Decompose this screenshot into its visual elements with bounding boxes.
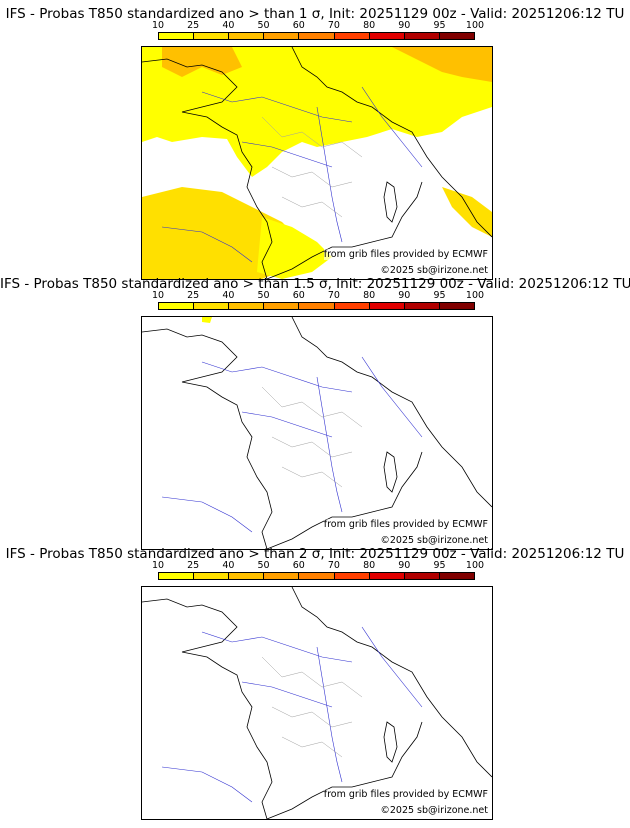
colorbar-tick: 95 xyxy=(433,20,446,31)
colorbar xyxy=(158,32,475,40)
colorbar-tick: 70 xyxy=(327,20,340,31)
data-credit: from grib files provided by ECMWF xyxy=(323,789,488,800)
colorbar-tick: 10 xyxy=(151,290,165,301)
admin-borders xyxy=(261,116,363,218)
colorbar-segment xyxy=(299,33,335,39)
colorbar-tick: 10 xyxy=(151,20,165,31)
rivers xyxy=(161,626,423,803)
coastlines xyxy=(142,317,492,549)
colorbar-segment xyxy=(369,33,405,39)
colorbar-tick: 40 xyxy=(222,560,235,571)
copyright: ©2025 sb@irizone.net xyxy=(380,535,488,546)
colorbar-segment xyxy=(159,573,195,579)
colorbar-segment xyxy=(264,573,300,579)
colorbar-segment xyxy=(299,573,335,579)
colorbar-tick: 80 xyxy=(363,560,376,571)
colorbar-segment xyxy=(439,33,474,39)
colorbar-tick: 70 xyxy=(327,560,340,571)
colorbar-segment xyxy=(369,303,405,309)
map-graphic xyxy=(142,587,492,819)
colorbar-segment xyxy=(334,303,370,309)
panel-title: IFS - Probas T850 standardized ano > tha… xyxy=(0,276,630,292)
rivers xyxy=(161,356,423,533)
admin-borders xyxy=(261,386,363,488)
colorbar-tick: 60 xyxy=(292,560,305,571)
colorbar-ticks: 10 25 40 50 60 70 80 90 95 100 xyxy=(152,560,484,571)
copyright: ©2025 sb@irizone.net xyxy=(380,805,488,816)
colorbar-tick: 100 xyxy=(465,560,485,571)
colorbar-segment xyxy=(299,303,335,309)
colorbar-tick: 40 xyxy=(222,20,235,31)
colorbar-segment xyxy=(229,33,265,39)
colorbar-segment xyxy=(404,33,440,39)
colorbar-tick: 25 xyxy=(187,20,200,31)
colorbar-tick: 80 xyxy=(363,20,376,31)
data-credit: from grib files provided by ECMWF xyxy=(323,249,488,260)
map-panel-1: IFS - Probas T850 standardized ano > tha… xyxy=(0,6,630,280)
colorbar-tick: 25 xyxy=(187,560,200,571)
colorbar-segment xyxy=(439,573,474,579)
rivers xyxy=(161,86,423,263)
map-graphic xyxy=(142,317,492,549)
colorbar-tick: 25 xyxy=(187,290,200,301)
colorbar-segment xyxy=(439,303,474,309)
colorbar-segment xyxy=(229,303,265,309)
colorbar-tick: 70 xyxy=(327,290,340,301)
panel-title: IFS - Probas T850 standardized ano > tha… xyxy=(5,546,625,562)
map-panel-3: IFS - Probas T850 standardized ano > tha… xyxy=(0,546,630,820)
colorbar-segment xyxy=(264,303,300,309)
colorbar-segment xyxy=(159,303,195,309)
colorbar-ticks: 10 25 40 50 60 70 80 90 95 100 xyxy=(152,20,484,31)
colorbar-segment xyxy=(334,33,370,39)
colorbar-segment xyxy=(264,33,300,39)
coastlines xyxy=(142,47,492,279)
panel-title: IFS - Probas T850 standardized ano > tha… xyxy=(5,6,625,22)
colorbar-tick: 60 xyxy=(292,20,305,31)
colorbar xyxy=(158,302,475,310)
colorbar-tick: 90 xyxy=(398,20,411,31)
colorbar-segment xyxy=(369,573,405,579)
colorbar-tick: 100 xyxy=(465,20,485,31)
colorbar-tick: 40 xyxy=(222,290,235,301)
colorbar-segment xyxy=(334,573,370,579)
colorbar-segment xyxy=(404,303,440,309)
colorbar-tick: 80 xyxy=(363,290,376,301)
colorbar-ticks: 10 25 40 50 60 70 80 90 95 100 xyxy=(152,290,484,301)
copyright: ©2025 sb@irizone.net xyxy=(380,265,488,276)
prob-area xyxy=(202,317,212,323)
colorbar-tick: 100 xyxy=(465,290,485,301)
colorbar-segment xyxy=(194,303,230,309)
colorbar-tick: 50 xyxy=(257,560,270,571)
colorbar-tick: 60 xyxy=(292,290,305,301)
colorbar-segment xyxy=(194,33,230,39)
colorbar-segment xyxy=(159,33,195,39)
colorbar xyxy=(158,572,475,580)
colorbar-segment xyxy=(194,573,230,579)
colorbar-segment xyxy=(229,573,265,579)
colorbar-tick: 90 xyxy=(398,290,411,301)
colorbar-tick: 50 xyxy=(257,290,270,301)
probability-map: from grib files provided by ECMWF ©2025 … xyxy=(141,46,493,280)
coastlines xyxy=(142,587,492,819)
colorbar-tick: 95 xyxy=(433,290,446,301)
map-graphic xyxy=(142,47,492,279)
colorbar-tick: 50 xyxy=(257,20,270,31)
prob-area xyxy=(162,47,242,77)
colorbar-tick: 95 xyxy=(433,560,446,571)
probability-map: from grib files provided by ECMWF ©2025 … xyxy=(141,316,493,550)
prob-area xyxy=(392,47,492,82)
map-panel-2: IFS - Probas T850 standardized ano > tha… xyxy=(0,276,630,550)
probability-map: from grib files provided by ECMWF ©2025 … xyxy=(141,586,493,820)
data-credit: from grib files provided by ECMWF xyxy=(323,519,488,530)
colorbar-tick: 90 xyxy=(398,560,411,571)
admin-borders xyxy=(261,656,363,758)
colorbar-tick: 10 xyxy=(151,560,165,571)
colorbar-segment xyxy=(404,573,440,579)
prob-area xyxy=(257,217,332,279)
